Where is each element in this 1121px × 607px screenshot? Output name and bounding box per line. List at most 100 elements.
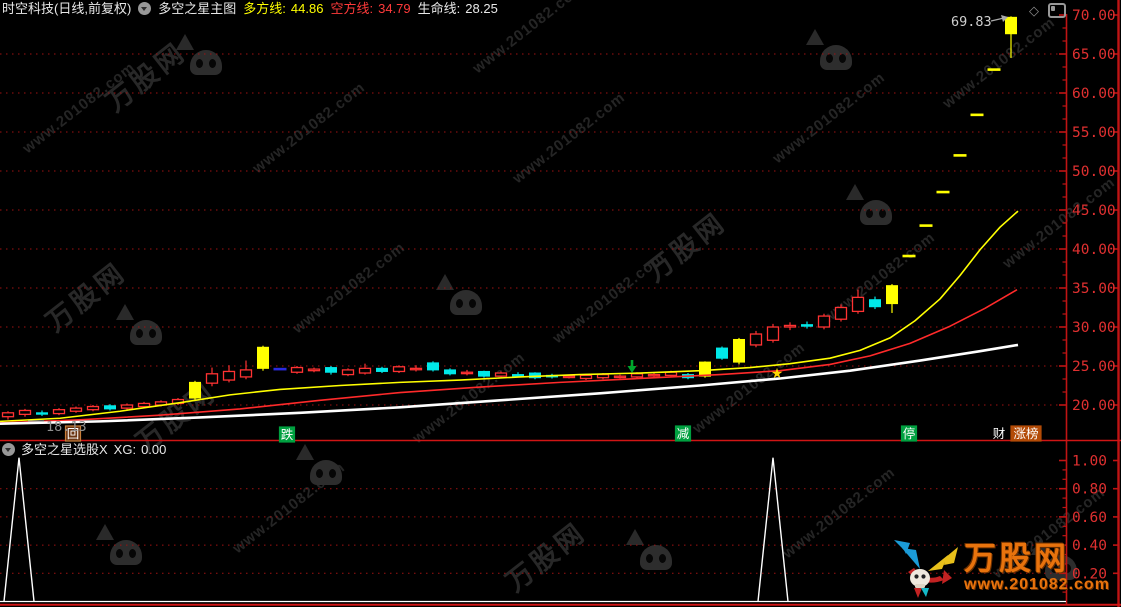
candle-up (613, 375, 627, 379)
sub-axis-label: 0.40 (1072, 538, 1107, 554)
candle-up (817, 315, 831, 328)
signal-text: 减 (677, 427, 690, 441)
candle-up (222, 370, 236, 381)
watermark-arrow-icon (1031, 539, 1049, 555)
candle-signal (699, 361, 711, 377)
watermark-arrow-icon (296, 444, 314, 460)
sub-axis: 0.20 0.40 0.60 0.80 1.00 (1059, 454, 1119, 593)
indicator-spike (3, 457, 35, 602)
candles (1, 16, 1017, 420)
candle-down (869, 299, 881, 308)
candle-down (376, 367, 388, 372)
logo-brand: 万股网 (964, 540, 1070, 576)
candle-up (86, 405, 100, 411)
diamond-icon[interactable]: ◇ (1029, 2, 1039, 18)
watermark-skull-icon (640, 545, 672, 570)
candle-down (36, 412, 48, 415)
sub-axis-label: 0.80 (1072, 482, 1107, 498)
y-axis-label: 55.00 (1072, 125, 1116, 141)
main-indicator-title[interactable]: 多空之星主图 (158, 1, 237, 16)
bull-line-value: 44.86 (290, 1, 324, 16)
watermark-skull-icon (1045, 555, 1077, 580)
signal-text: 财 (993, 427, 1006, 441)
bear-line-value: 34.79 (378, 1, 411, 16)
candle-up (749, 333, 763, 346)
chevron-down-icon[interactable] (138, 2, 152, 15)
signal-box (900, 425, 918, 442)
signal-box (64, 425, 82, 442)
xg-label: XG: (113, 442, 137, 457)
signal-text: 回 (67, 427, 80, 441)
candle-up (239, 369, 253, 378)
candle-signal (733, 338, 745, 363)
candle-up (783, 324, 797, 328)
candle-down (801, 324, 813, 327)
price-high-label: 69.83 (951, 14, 992, 30)
candle-down (104, 405, 116, 410)
watermark-skull-icon (820, 45, 852, 70)
candle-up (409, 367, 423, 371)
star-marker-icon: ★ (771, 365, 784, 381)
signal-box (278, 426, 296, 443)
main-chart-header: 时空科技(日线,前复权) 多空之星主图 多方线: 44.86 空方线: 34.7… (2, 1, 498, 16)
candle-up (647, 373, 661, 377)
candle-up (120, 404, 134, 409)
arrow-down-icon (630, 360, 634, 367)
life-line-label: 生命线: (417, 1, 461, 16)
watermark-arrow-icon (96, 524, 114, 540)
candle-up (18, 409, 32, 416)
candle-up (460, 371, 474, 375)
bull-line-label: 多方线: (243, 1, 286, 16)
bear-line-readout: 空方线: 34.79 (330, 1, 410, 16)
logo-text: 万股网 www.201082.com (964, 542, 1110, 593)
signal-box (1010, 425, 1042, 442)
panel-layout-icon[interactable] (1048, 2, 1066, 18)
y-axis-label: 35.00 (1072, 281, 1116, 297)
site-logo: 万股网 www.201082.com (890, 538, 1110, 600)
sub-axis-label: 0.60 (1072, 510, 1107, 526)
candle-up (52, 409, 66, 415)
bull-line-readout: 多方线: 44.86 (243, 1, 323, 16)
sub-indicator (0, 457, 1066, 603)
ma-line (0, 210, 1019, 423)
candle-down (444, 369, 456, 375)
y-axis-label: 20.00 (1072, 398, 1116, 414)
signal-text: 跌 (281, 427, 294, 442)
bear-line-label: 空方线: (330, 1, 374, 16)
candle-signal (886, 285, 898, 305)
watermark-skull-icon (860, 200, 892, 225)
candle-up (579, 374, 593, 380)
candle-up (205, 373, 219, 384)
candle-up (341, 369, 355, 376)
candle-signal (1005, 16, 1017, 35)
candle-up (307, 368, 321, 372)
arrow-down-icon (627, 366, 637, 373)
watermark-skull-icon (130, 320, 162, 345)
candle-up (596, 373, 610, 379)
watermark-arrow-icon (806, 29, 824, 45)
grid-lines (0, 53, 1066, 574)
candle-up (290, 366, 304, 373)
xg-value: 0.00 (141, 442, 167, 457)
sub-axis-label: 1.00 (1072, 454, 1107, 470)
sub-indicator-title[interactable]: 多空之星选股X (21, 442, 108, 457)
watermark-arrow-icon (116, 304, 134, 320)
y-axis-label: 30.00 (1072, 320, 1116, 336)
y-axis-label: 50.00 (1072, 164, 1116, 180)
candle-up (358, 367, 372, 374)
signal-box (674, 425, 692, 442)
sub-chart-header: 多空之星选股X XG: 0.00 (2, 442, 166, 457)
watermark-arrow-icon (846, 184, 864, 200)
life-line-readout: 生命线: 28.25 (418, 1, 498, 16)
candle-down (716, 347, 728, 359)
life-line-value: 28.25 (465, 1, 498, 16)
chevron-down-icon[interactable] (2, 443, 15, 456)
logo-arrows-skull-icon (894, 540, 958, 598)
ma-lines (0, 210, 1019, 426)
price-low-label: 18.13 (46, 419, 87, 435)
signal-markers: 回 跌 减 停 财涨榜 ★ (64, 360, 1042, 443)
ma-line (0, 288, 1018, 424)
